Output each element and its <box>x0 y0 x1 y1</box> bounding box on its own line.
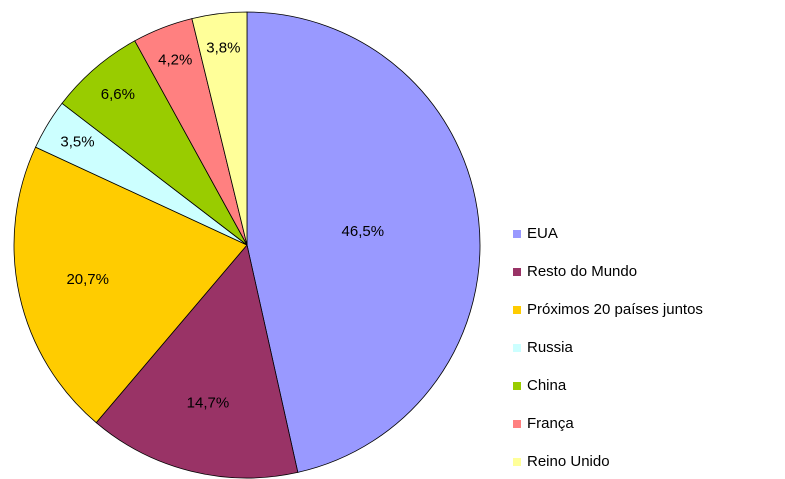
pie-slice <box>191 11 248 246</box>
legend-swatch <box>513 268 521 276</box>
pie-slice <box>95 244 299 479</box>
legend-label: China <box>527 377 567 394</box>
data-label: 3,5% <box>60 134 94 151</box>
legend-swatch <box>513 344 521 352</box>
legend-label: Russia <box>527 339 574 356</box>
legend-swatch <box>513 420 521 428</box>
data-label: 14,7% <box>187 394 230 411</box>
data-label: 4,2% <box>158 51 192 68</box>
data-label: 46,5% <box>342 223 385 240</box>
legend-swatch <box>513 230 521 238</box>
legend-label: Reino Unido <box>527 453 610 470</box>
legend-swatch <box>513 458 521 466</box>
pie-slice <box>246 11 481 473</box>
data-label: 6,6% <box>101 86 135 103</box>
data-label: 3,8% <box>206 39 240 56</box>
legend-label: Resto do Mundo <box>527 263 637 280</box>
legend-swatch <box>513 306 521 314</box>
legend-label: EUA <box>527 225 558 242</box>
legend-swatch <box>513 382 521 390</box>
legend-label: Próximos 20 países juntos <box>527 301 703 318</box>
legend-label: França <box>527 415 574 432</box>
pie-slice <box>13 146 248 424</box>
data-label: 20,7% <box>66 271 109 288</box>
